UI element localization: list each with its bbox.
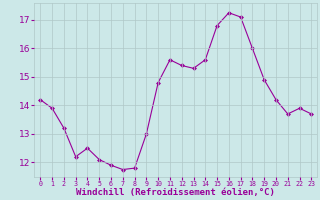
X-axis label: Windchill (Refroidissement éolien,°C): Windchill (Refroidissement éolien,°C) [76, 188, 275, 197]
